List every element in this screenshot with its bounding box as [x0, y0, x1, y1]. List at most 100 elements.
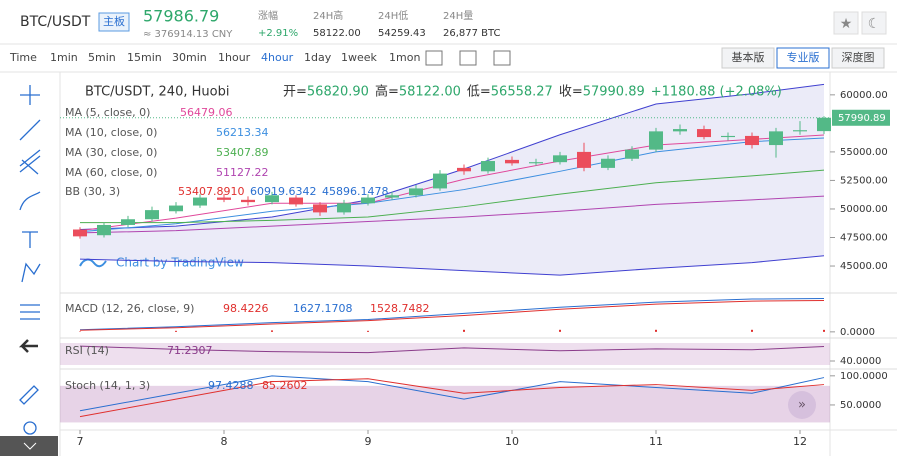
candle-body: [673, 129, 687, 132]
version-button[interactable]: [721, 47, 775, 69]
interval[interactable]: 15min: [127, 51, 162, 64]
candle-body: [121, 219, 135, 225]
candle-body: [385, 195, 399, 198]
y-tick-label: 60000.00: [840, 90, 888, 101]
ruler-tool[interactable]: [19, 385, 39, 405]
legend-value: 51127.22: [216, 166, 269, 179]
x-tick-label: 9: [365, 435, 372, 448]
x-tick-label: 12: [793, 435, 807, 448]
readout-label: 收=: [559, 85, 583, 100]
interval[interactable]: 1hour: [218, 51, 251, 64]
badge-box[interactable]: [98, 12, 130, 32]
interval[interactable]: 30min: [172, 51, 207, 64]
candle-body: [409, 188, 423, 196]
version-label[interactable]: 专业版: [787, 50, 820, 64]
readout-label: 高=: [375, 84, 399, 100]
candle-body: [313, 204, 327, 213]
interval[interactable]: 1min: [50, 51, 78, 64]
interval[interactable]: 1day: [304, 51, 332, 64]
version-label[interactable]: 基本版: [732, 50, 765, 64]
candle-body: [745, 135, 759, 146]
y-tick-label: 50000.00: [840, 204, 888, 215]
macd-bar: [271, 330, 273, 332]
scroll-button[interactable]: [788, 391, 816, 419]
candle-body: [241, 199, 255, 203]
y-tick-label: 52500.00: [840, 175, 888, 186]
legend-name: MACD (12, 26, close, 9): [65, 302, 194, 315]
zoom-tool[interactable]: [23, 421, 37, 435]
x-tick-label: 7: [77, 435, 84, 448]
interval[interactable]: 4hour: [261, 51, 294, 64]
candle-body: [169, 205, 183, 212]
watermark: Chart by TradingView: [116, 256, 244, 270]
badge[interactable]: 主板: [103, 14, 125, 28]
toolbar-icon[interactable]: [425, 50, 443, 66]
candle-body: [361, 197, 375, 204]
macd-bar: [367, 330, 369, 332]
candle-body: [433, 173, 447, 189]
measure-tool[interactable]: [20, 304, 40, 320]
macd-bar: [751, 329, 753, 332]
toolbar-icon[interactable]: [493, 50, 511, 66]
candle-body: [505, 159, 519, 164]
macd-bar: [175, 330, 177, 332]
candle-body: [817, 117, 831, 132]
candle-body: [457, 167, 471, 172]
last-price-box: [832, 109, 890, 126]
brush-tool[interactable]: [19, 191, 41, 211]
candle-body: [265, 195, 279, 203]
ma-line: [79, 137, 825, 233]
indicator-line: [79, 345, 825, 354]
star-icon[interactable]: ★: [840, 16, 853, 32]
candle-body: [769, 131, 783, 146]
legend-value: 56213.34: [216, 126, 269, 139]
legend-value: 53407.89: [216, 146, 269, 159]
collapse-button[interactable]: [0, 436, 58, 456]
theme-button[interactable]: [861, 11, 887, 35]
last-price-label: 57990.89: [838, 113, 886, 124]
text-tool[interactable]: [22, 231, 38, 248]
back-tool[interactable]: [18, 339, 38, 353]
readout-value: 58122.00: [399, 85, 461, 100]
pattern-tool[interactable]: [21, 262, 41, 283]
version-button[interactable]: [831, 47, 885, 69]
band-lower: [79, 255, 825, 276]
fib-tool[interactable]: [19, 149, 41, 175]
readout-label: 开=: [283, 85, 307, 100]
tool-icons[interactable]: [18, 85, 41, 435]
candle-body: [721, 135, 735, 138]
macd-bar: [559, 329, 561, 332]
stat-value: 58122.00: [313, 28, 361, 39]
crosshair-tool[interactable]: [20, 85, 40, 105]
legend-value: 98.4226: [223, 302, 269, 315]
ma-line: [79, 134, 825, 232]
line-tool[interactable]: [19, 119, 41, 141]
interval[interactable]: Time: [9, 51, 37, 64]
stat-label: 24H低: [378, 9, 408, 22]
candle-body: [193, 197, 207, 206]
interval[interactable]: 1week: [341, 51, 378, 64]
scroll-icon[interactable]: »: [798, 398, 806, 413]
candle-body: [217, 197, 231, 200]
readout-label: 低=: [467, 85, 491, 100]
version-label[interactable]: 深度图: [842, 50, 875, 64]
interval[interactable]: 1mon: [389, 51, 420, 64]
stat-label: 24H量: [443, 10, 473, 22]
toolbar-icon[interactable]: [459, 50, 477, 66]
interval[interactable]: 5min: [88, 51, 116, 64]
candle-body: [793, 130, 807, 132]
collapse-icon[interactable]: [23, 442, 37, 450]
star-button[interactable]: [833, 11, 859, 35]
version-button[interactable]: [776, 47, 830, 69]
candle-body: [553, 155, 567, 163]
indicator-line: [79, 378, 825, 418]
legend-value: 56479.06: [180, 106, 233, 119]
x-tick-label: 8: [221, 435, 228, 448]
moon-icon[interactable]: ☾: [868, 16, 881, 32]
ma-line: [79, 195, 825, 234]
candle-body: [481, 161, 495, 172]
y-tick-label: 45000.00: [840, 261, 888, 272]
legend-value: 45896.1478: [322, 185, 388, 198]
candle-body: [529, 162, 543, 164]
